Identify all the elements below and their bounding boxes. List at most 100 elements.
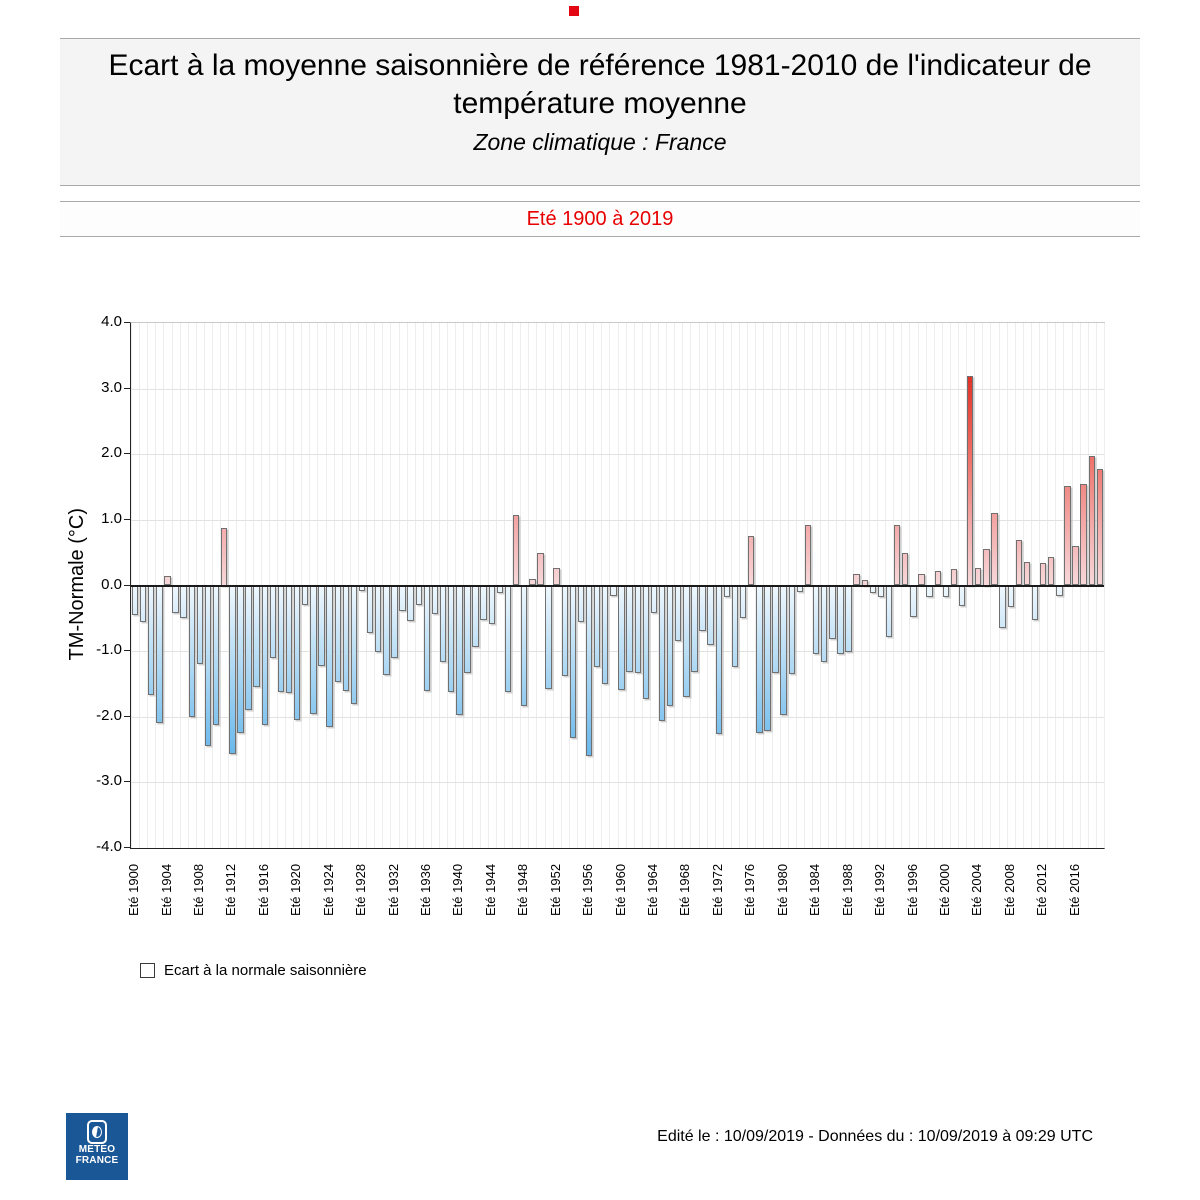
bar-1970 [699, 585, 706, 632]
legend-checkbox[interactable] [140, 963, 155, 978]
x-tick-label: Eté 1984 [807, 863, 823, 916]
bar-1978 [764, 585, 771, 731]
x-tick-label: Eté 1904 [158, 863, 174, 916]
bar-1915 [253, 585, 260, 687]
red-marker [569, 6, 579, 16]
bar-1950 [537, 552, 544, 586]
bar-2008 [1007, 585, 1014, 607]
bar-1918 [277, 585, 285, 692]
x-tick-label: Eté 1980 [774, 863, 790, 916]
bar-1987 [837, 585, 844, 655]
bar-1975 [739, 585, 747, 619]
bar-1968 [683, 585, 690, 698]
x-tick-label: Eté 1968 [677, 863, 693, 916]
bar-2010 [1023, 561, 1031, 586]
x-tick-label: Eté 1944 [482, 863, 498, 916]
bar-1988 [845, 585, 852, 653]
bar-1924 [326, 585, 333, 727]
title-block: Ecart à la moyenne saisonnière de référe… [60, 38, 1140, 186]
bar-2017 [1080, 483, 1087, 586]
bar-1900 [131, 585, 139, 615]
bar-1913 [237, 585, 244, 733]
bar-1926 [342, 585, 350, 691]
bar-1931 [383, 585, 390, 676]
bar-2012 [1039, 563, 1047, 586]
bar-1907 [188, 585, 195, 717]
bar-1986 [829, 585, 836, 640]
bar-1958 [602, 585, 609, 684]
bar-1910 [212, 585, 220, 726]
footer-edit-info: Edité le : 10/09/2019 - Données du : 10/… [657, 1128, 1093, 1145]
y-tick-label: -2.0 [96, 706, 122, 724]
y-tick-label: 1.0 [101, 509, 122, 527]
x-tick-label: Eté 1936 [418, 863, 433, 916]
bar-1917 [269, 585, 277, 659]
bar-1936 [423, 585, 431, 691]
bar-1971 [707, 585, 714, 645]
x-tick-label: Eté 1908 [190, 863, 206, 916]
bar-1957 [593, 585, 601, 667]
bar-1947 [512, 515, 520, 586]
bar-1927 [350, 585, 358, 704]
bar-1985 [821, 585, 828, 663]
bar-1991 [869, 585, 877, 593]
bar-1984 [812, 585, 820, 655]
x-tick-label: Eté 1964 [645, 863, 660, 916]
period-title: Eté 1900 à 2019 [526, 207, 674, 230]
bar-2000 [942, 585, 950, 597]
bar-1981 [788, 585, 795, 675]
bar-2006 [991, 512, 998, 586]
bar-1998 [926, 585, 933, 598]
y-tick-label: -4.0 [96, 838, 122, 855]
meteo-france-icon [87, 1120, 107, 1144]
bar-1994 [893, 525, 901, 586]
bar-1911 [220, 527, 228, 586]
bar-1930 [375, 585, 382, 652]
bar-1919 [285, 585, 293, 694]
bar-1972 [715, 585, 722, 734]
bar-1941 [464, 585, 471, 674]
bar-1948 [521, 585, 528, 706]
bar-1946 [504, 585, 512, 692]
period-band: Eté 1900 à 2019 [60, 201, 1140, 237]
bar-2002 [958, 585, 966, 606]
bar-1908 [196, 585, 204, 665]
bar-1993 [885, 585, 893, 637]
y-tick-label: 2.0 [101, 444, 122, 462]
bar-1938 [439, 585, 447, 662]
x-tick-label: Eté 1912 [223, 863, 239, 916]
meteo-france-logo: METEO FRANCE [66, 1113, 128, 1180]
bar-1920 [293, 585, 301, 720]
y-tick-label: 0.0 [101, 575, 122, 593]
bar-1962 [634, 585, 641, 674]
bar-1951 [545, 585, 552, 689]
bar-1925 [334, 585, 341, 682]
bar-1942 [472, 585, 479, 647]
bar-1974 [731, 585, 739, 667]
logo-text-line1: METEO [78, 1144, 116, 1155]
bar-1983 [804, 525, 812, 586]
x-tick-label: Eté 1928 [353, 863, 369, 916]
x-tick-label: Eté 2008 [1001, 863, 1017, 916]
bar-1961 [626, 585, 633, 673]
x-tick-label: Eté 1900 [126, 863, 142, 916]
bar-1959 [610, 585, 617, 596]
bar-1934 [407, 585, 414, 621]
bar-1901 [139, 585, 147, 622]
bar-2001 [950, 569, 958, 586]
x-tick-label: Eté 1960 [612, 863, 628, 916]
bar-1944 [488, 585, 495, 624]
bar-2014 [1056, 585, 1063, 596]
y-tick-label: 3.0 [101, 378, 122, 396]
x-tick-label: Eté 1972 [709, 863, 725, 916]
x-tick-label: Eté 2012 [1034, 863, 1050, 916]
bar-1973 [723, 585, 731, 598]
x-tick-label: Eté 1952 [547, 863, 563, 916]
bar-1909 [204, 585, 212, 746]
page-subtitle: Zone climatique : France [473, 129, 727, 155]
bar-1965 [658, 585, 666, 721]
bar-1922 [310, 585, 317, 714]
bar-1943 [480, 585, 487, 620]
